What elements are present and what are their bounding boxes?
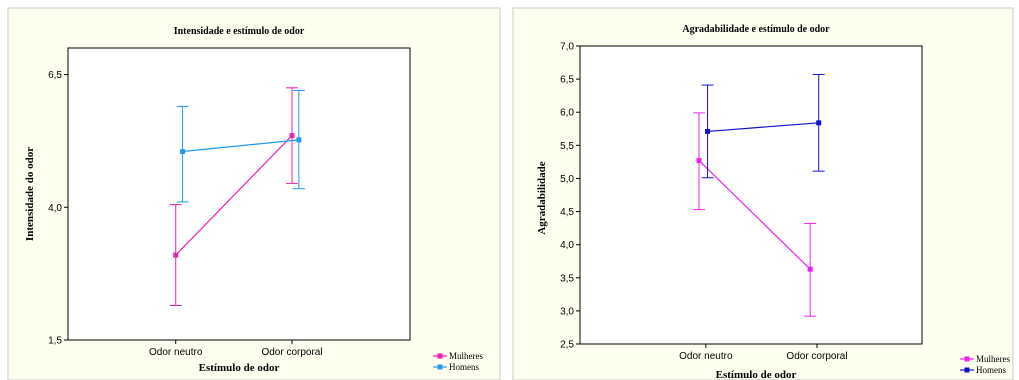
legend-label: Mulheres: [976, 354, 1010, 364]
data-point: [180, 149, 186, 155]
legend-label: Mulheres: [449, 351, 483, 361]
data-point: [296, 137, 302, 143]
y-tick-label: 3,0: [560, 306, 574, 317]
y-tick-label: 1,5: [48, 336, 62, 347]
data-point: [696, 158, 702, 164]
series-line-mulheres: [175, 135, 293, 256]
x-tick-label: Odor neutro: [149, 347, 203, 358]
data-point: [289, 133, 295, 139]
data-point: [705, 128, 711, 134]
chart-agradabilidade: Agradabilidade e estímulo de odor Estímu…: [512, 7, 1014, 380]
legend-swatch-marker: [437, 364, 443, 370]
series-line-homens: [182, 139, 299, 153]
legend-swatch-marker: [437, 353, 443, 359]
legend-label: Homens: [449, 362, 479, 372]
y-tick-label: 7,0: [560, 42, 574, 53]
data-point: [173, 252, 179, 258]
y-tick-label: 4,0: [560, 240, 574, 251]
y-axis-title: Intensidade do odor: [24, 147, 36, 241]
x-ticks: Odor neutro Odor corporal: [679, 344, 848, 362]
legend-swatch-marker: [964, 356, 970, 362]
series-layer: [169, 87, 305, 306]
data-point: [807, 266, 813, 272]
x-tick-label: Odor corporal: [786, 351, 847, 362]
y-axis-title: Agradabilidade: [536, 161, 548, 234]
y-ticks: 1,5 4,0 6,5: [48, 70, 68, 347]
y-tick-label: 4,0: [48, 203, 62, 214]
x-axis-title: Estímulo de odor: [716, 369, 797, 380]
chart-title: Intensidade e estímulo de odor: [174, 26, 305, 37]
y-tick-label: 6,0: [560, 108, 574, 119]
y-tick-label: 2,5: [560, 340, 574, 351]
y-tick-label: 6,5: [560, 75, 574, 86]
legend-swatch-marker: [964, 367, 970, 373]
y-tick-label: 6,5: [48, 70, 62, 81]
x-tick-label: Odor corporal: [261, 347, 322, 358]
x-ticks: Odor neutro Odor corporal: [149, 340, 323, 358]
y-ticks: 2,5 3,0 3,5 4,0 4,5 5,0 5,5 6,0 6,5 7,0: [560, 42, 580, 351]
series-layer: [693, 73, 825, 317]
data-point: [816, 120, 822, 126]
series-line-homens: [707, 122, 819, 133]
series-line-mulheres: [698, 160, 811, 270]
legend-label: Homens: [976, 365, 1006, 375]
y-tick-label: 5,5: [560, 141, 574, 152]
y-tick-label: 5,0: [560, 174, 574, 185]
chart-title: Agradabilidade e estímulo de odor: [682, 24, 830, 35]
x-tick-label: Odor neutro: [679, 351, 733, 362]
plot-area: [579, 45, 923, 345]
x-axis-title: Estímulo de odor: [199, 362, 280, 374]
plot-area: [67, 47, 411, 341]
y-tick-label: 4,5: [560, 207, 574, 218]
y-tick-label: 3,5: [560, 273, 574, 284]
chart-intensidade: Intensidade e estímulo de odor Estímulo …: [7, 7, 501, 380]
